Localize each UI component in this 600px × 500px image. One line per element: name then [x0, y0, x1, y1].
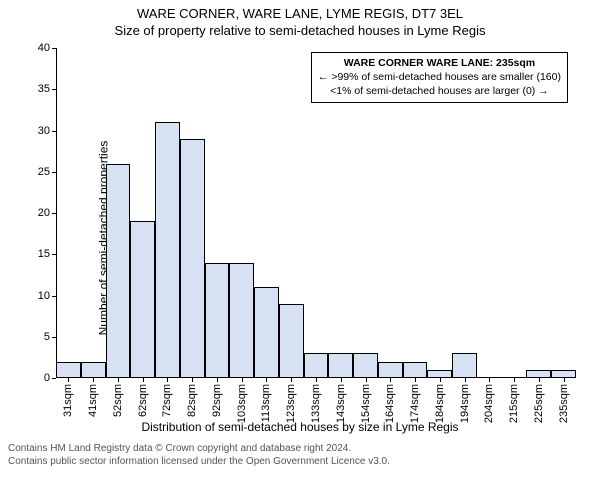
ytick-mark	[52, 213, 56, 214]
xtick-mark	[291, 378, 292, 382]
annotation-box: WARE CORNER WARE LANE: 235sqm ← >99% of …	[311, 52, 568, 103]
ytick-mark	[52, 296, 56, 297]
xtick-label: 184sqm	[434, 384, 446, 423]
histogram-bar	[353, 353, 378, 378]
ytick-label: 30	[38, 125, 50, 137]
histogram-bar	[180, 139, 205, 378]
footer-line1: Contains HM Land Registry data © Crown c…	[8, 442, 592, 455]
ytick-label: 15	[38, 248, 50, 260]
xtick-label: 103sqm	[236, 384, 248, 423]
histogram-bar	[56, 362, 81, 379]
chart-area: Number of semi-detached properties WARE …	[0, 38, 600, 438]
xtick-label: 92sqm	[211, 384, 223, 417]
xtick-mark	[217, 378, 218, 382]
xtick-label: 235sqm	[558, 384, 570, 423]
xtick-mark	[143, 378, 144, 382]
xtick-label: 113sqm	[260, 384, 272, 422]
ytick-label: 20	[38, 207, 50, 219]
histogram-bar	[304, 353, 329, 378]
ytick-label: 25	[38, 166, 50, 178]
ytick-mark	[52, 337, 56, 338]
xtick-mark	[118, 378, 119, 382]
plot-region: WARE CORNER WARE LANE: 235sqm ← >99% of …	[56, 48, 576, 378]
xtick-label: 143sqm	[335, 384, 347, 423]
title-main: WARE CORNER, WARE LANE, LYME REGIS, DT7 …	[0, 6, 600, 21]
xtick-label: 225sqm	[533, 384, 545, 423]
xtick-mark	[489, 378, 490, 382]
xtick-label: 194sqm	[459, 384, 471, 423]
histogram-bar	[427, 370, 452, 378]
y-axis-line	[56, 48, 57, 378]
histogram-bar	[106, 164, 131, 379]
xtick-label: 52sqm	[112, 384, 124, 417]
ytick-label: 40	[38, 42, 50, 54]
xtick-mark	[192, 378, 193, 382]
ytick-label: 35	[38, 83, 50, 95]
xtick-mark	[93, 378, 94, 382]
ytick-mark	[52, 48, 56, 49]
xtick-label: 174sqm	[409, 384, 421, 423]
chart-titles: WARE CORNER, WARE LANE, LYME REGIS, DT7 …	[0, 0, 600, 38]
histogram-bar	[254, 287, 279, 378]
ytick-label: 0	[44, 372, 50, 384]
xtick-label: 215sqm	[508, 384, 520, 423]
ytick-mark	[52, 172, 56, 173]
x-axis-label: Distribution of semi-detached houses by …	[0, 420, 600, 434]
xtick-label: 133sqm	[310, 384, 322, 423]
xtick-label: 62sqm	[137, 384, 149, 417]
histogram-bar	[378, 362, 403, 379]
footer: Contains HM Land Registry data © Crown c…	[0, 438, 600, 468]
xtick-mark	[341, 378, 342, 382]
histogram-bar	[279, 304, 304, 378]
xtick-mark	[167, 378, 168, 382]
ytick-mark	[52, 89, 56, 90]
histogram-bar	[452, 353, 477, 378]
histogram-bar	[403, 362, 428, 379]
histogram-bar	[130, 221, 155, 378]
histogram-bar	[551, 370, 576, 378]
footer-line2: Contains public sector information licen…	[8, 455, 592, 468]
xtick-label: 154sqm	[360, 384, 372, 423]
xtick-mark	[390, 378, 391, 382]
histogram-bar	[81, 362, 106, 379]
histogram-bar	[526, 370, 551, 378]
ytick-mark	[52, 131, 56, 132]
xtick-label: 82sqm	[186, 384, 198, 417]
xtick-label: 123sqm	[285, 384, 297, 423]
xtick-label: 31sqm	[62, 384, 74, 417]
ytick-mark	[52, 378, 56, 379]
ytick-label: 10	[38, 290, 50, 302]
xtick-mark	[68, 378, 69, 382]
xtick-mark	[440, 378, 441, 382]
title-sub: Size of property relative to semi-detach…	[0, 23, 600, 38]
ytick-mark	[52, 254, 56, 255]
xtick-mark	[539, 378, 540, 382]
xtick-mark	[316, 378, 317, 382]
xtick-mark	[415, 378, 416, 382]
xtick-mark	[564, 378, 565, 382]
xtick-mark	[266, 378, 267, 382]
histogram-bar	[229, 263, 254, 379]
xtick-label: 72sqm	[161, 384, 173, 417]
xtick-mark	[514, 378, 515, 382]
annotation-line1: WARE CORNER WARE LANE: 235sqm	[318, 56, 561, 70]
xtick-label: 204sqm	[483, 384, 495, 423]
annotation-line2: ← >99% of semi-detached houses are small…	[318, 70, 561, 84]
histogram-bar	[205, 263, 230, 379]
histogram-bar	[155, 122, 180, 378]
ytick-label: 5	[44, 331, 50, 343]
annotation-line3: <1% of semi-detached houses are larger (…	[318, 84, 561, 98]
xtick-mark	[465, 378, 466, 382]
xtick-label: 41sqm	[87, 384, 99, 417]
xtick-label: 164sqm	[384, 384, 396, 423]
histogram-bar	[328, 353, 353, 378]
xtick-mark	[242, 378, 243, 382]
xtick-mark	[366, 378, 367, 382]
